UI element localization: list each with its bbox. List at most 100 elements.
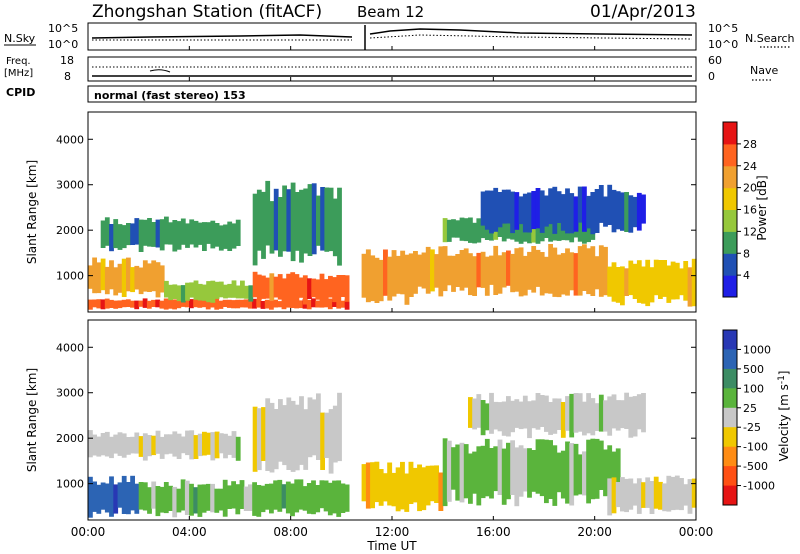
heatmap-cell [189, 219, 195, 245]
colorbar-tick-label: -500 [743, 460, 768, 473]
heatmap-cell [459, 250, 465, 291]
velocity-panel: 1000 2000 3000 4000 Slant Range [km] [25, 319, 697, 521]
heatmap-cell [142, 260, 148, 292]
heatmap-cell [121, 225, 127, 249]
heatmap-cell [636, 260, 642, 303]
heatmap-cell [265, 398, 271, 471]
velocity-colorbar-ticks: 1000 500 100 25 -25 -100 -500 -1000 [737, 343, 775, 493]
heatmap-cell [210, 280, 216, 303]
heatmap-cell [252, 193, 258, 266]
heatmap-cell [548, 244, 553, 294]
heatmap-cell [180, 300, 186, 307]
heatmap-cell [472, 398, 477, 430]
heatmap-cell [315, 485, 321, 513]
heatmap-cell [104, 217, 110, 246]
heatmap-cell [201, 299, 207, 308]
heatmap-cell [476, 394, 482, 428]
x-tick-label: 00:00 [71, 525, 106, 539]
colorbar-cell [723, 466, 737, 486]
heatmap-cell [565, 441, 570, 504]
heatmap-cell [603, 400, 608, 432]
heatmap-cell [666, 265, 672, 303]
heatmap-cell [147, 435, 152, 457]
heatmap-cell [459, 217, 465, 241]
heatmap-cell [506, 442, 511, 500]
cpid-label: CPID [6, 86, 35, 99]
heatmap-cell [193, 435, 199, 459]
heatmap-cell [142, 298, 148, 308]
heatmap-cell [506, 396, 511, 437]
heatmap-cell [611, 189, 617, 233]
heatmap-cell [155, 430, 161, 454]
heatmap-cell [679, 478, 684, 511]
heatmap-cell [674, 475, 680, 510]
heatmap-cell [624, 268, 629, 296]
velocity-colorbar-label-end: ] [777, 371, 791, 376]
heatmap-cell [539, 439, 545, 497]
heatmap-cell [484, 403, 490, 431]
heatmap-cell [261, 407, 266, 461]
heatmap-cell [594, 403, 600, 431]
heatmap-cell [472, 222, 477, 244]
x-axis: 00:00 04:00 08:00 12:00 16:00 20:00 00:00 [71, 46, 713, 539]
heatmap-cell [598, 394, 604, 432]
heatmap-cell [109, 476, 114, 517]
heatmap-cell [565, 188, 570, 234]
nsky-series-pm [369, 28, 693, 36]
heatmap-cell [316, 195, 321, 246]
heatmap-cell [560, 194, 566, 231]
nave-dip [149, 69, 171, 73]
heatmap-cell [332, 480, 337, 514]
power-colorbar-cells [723, 122, 737, 298]
heatmap-cell [501, 252, 507, 288]
heatmap-cell [391, 472, 397, 507]
heatmap-cell [168, 222, 173, 245]
heatmap-cell [607, 266, 613, 297]
heatmap-cell [395, 467, 401, 512]
heatmap-cell [92, 481, 97, 512]
heatmap-cell [590, 246, 596, 296]
heatmap-cell [117, 300, 123, 309]
heatmap-cell [421, 252, 427, 289]
heatmap-cell [615, 448, 621, 501]
freq-tick-top: 18 [60, 54, 74, 67]
heatmap-cell [518, 219, 524, 244]
heatmap-cell [535, 393, 541, 430]
heatmap-cell [281, 299, 287, 310]
heatmap-cell [252, 271, 258, 298]
heatmap-cell [497, 255, 503, 294]
heatmap-cell [628, 396, 634, 438]
x-tick-label: 04:00 [172, 525, 207, 539]
colorbar-cell [723, 349, 737, 370]
heatmap-cell [151, 481, 157, 509]
heatmap-cell [130, 223, 135, 245]
heatmap-cell [100, 220, 106, 248]
heatmap-cell [311, 183, 317, 255]
heatmap-cell [155, 299, 161, 308]
heatmap-cell [544, 395, 549, 432]
heatmap-cell [378, 469, 384, 506]
heatmap-cell [535, 439, 541, 494]
nsky-label: N.Sky [4, 32, 36, 45]
heatmap-cell [323, 480, 329, 512]
heatmap-cell [514, 220, 520, 242]
y-tick-label: 1000 [56, 478, 84, 491]
heatmap-cell [227, 283, 233, 298]
heatmap-cell [184, 300, 190, 308]
heatmap-cell [514, 192, 520, 230]
y-tick-label: 2000 [56, 432, 84, 445]
heatmap-cell [235, 219, 241, 246]
velocity-yaxis: 1000 2000 3000 4000 [56, 341, 696, 491]
heatmap-cell [130, 300, 135, 308]
x-tick-label: 16:00 [476, 525, 511, 539]
heatmap-cell [96, 484, 102, 514]
y-tick-label: 3000 [56, 387, 84, 400]
heatmap-cell [210, 432, 216, 461]
heatmap-cell [687, 267, 693, 307]
heatmap-cell [146, 300, 152, 309]
heatmap-cell [548, 440, 553, 499]
heatmap-cell [214, 431, 220, 459]
heatmap-cell [298, 479, 304, 510]
heatmap-cell [340, 275, 346, 297]
heatmap-cell [594, 256, 600, 290]
